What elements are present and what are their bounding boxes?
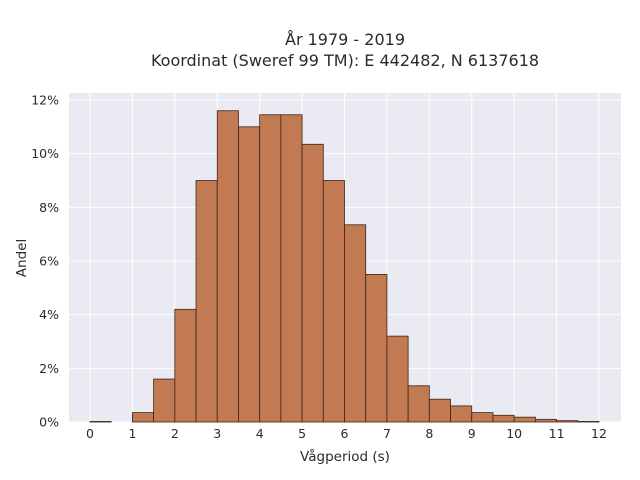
chart-title: År 1979 - 2019 bbox=[285, 30, 405, 49]
x-tick-label: 8 bbox=[425, 426, 433, 441]
histogram-bar bbox=[259, 114, 282, 423]
x-tick-labels: 0 1 2 3 4 5 6 7 8 9 10 11 12 bbox=[86, 426, 607, 441]
x-tick-label: 4 bbox=[256, 426, 264, 441]
x-tick-label: 0 bbox=[86, 426, 94, 441]
x-tick-label: 6 bbox=[341, 426, 349, 441]
y-tick-label: 4% bbox=[39, 307, 59, 322]
histogram-bars bbox=[89, 110, 600, 423]
histogram-bar bbox=[492, 414, 515, 423]
y-tick-label: 8% bbox=[39, 200, 59, 215]
y-tick-label: 0% bbox=[39, 415, 59, 430]
histogram-bar bbox=[450, 405, 473, 423]
x-tick-label: 12 bbox=[591, 426, 607, 441]
histogram-bar bbox=[153, 378, 176, 423]
histogram-bar bbox=[174, 308, 197, 423]
x-tick-label: 9 bbox=[468, 426, 476, 441]
histogram-bar bbox=[216, 110, 239, 423]
x-tick-label: 10 bbox=[506, 426, 522, 441]
y-tick-label: 2% bbox=[39, 361, 59, 376]
x-tick-label: 7 bbox=[383, 426, 391, 441]
y-tick-label: 10% bbox=[31, 146, 59, 161]
x-tick-label: 5 bbox=[298, 426, 306, 441]
histogram-bar bbox=[556, 420, 579, 423]
histogram-bar bbox=[344, 224, 367, 423]
histogram-bar bbox=[195, 180, 218, 423]
histogram-bar bbox=[132, 412, 155, 423]
x-axis-label: Vågperiod (s) bbox=[300, 448, 390, 465]
histogram-bar bbox=[428, 398, 451, 423]
histogram-bar bbox=[577, 421, 600, 423]
y-tick-label: 6% bbox=[39, 254, 59, 269]
histogram-bar bbox=[386, 335, 409, 423]
histogram-bar bbox=[407, 385, 430, 423]
histogram-bar bbox=[89, 421, 112, 423]
x-tick-label: 3 bbox=[213, 426, 221, 441]
histogram-bar bbox=[534, 418, 557, 423]
y-axis-label: Andel bbox=[14, 239, 30, 277]
histogram-bar bbox=[471, 412, 494, 423]
histogram-bar bbox=[280, 114, 303, 423]
y-tick-labels: 0% 2% 4% 6% 8% 10% 12% bbox=[31, 93, 59, 430]
y-tick-label: 12% bbox=[31, 93, 59, 108]
chart-subtitle: Koordinat (Sweref 99 TM): E 442482, N 61… bbox=[151, 51, 539, 70]
histogram-bar bbox=[322, 180, 345, 423]
x-tick-label: 11 bbox=[549, 426, 565, 441]
histogram-bar bbox=[513, 416, 536, 423]
histogram-bar bbox=[238, 126, 261, 423]
x-tick-label: 2 bbox=[171, 426, 179, 441]
histogram-bar bbox=[301, 143, 324, 423]
histogram-bar bbox=[365, 274, 388, 423]
x-tick-label: 1 bbox=[128, 426, 136, 441]
